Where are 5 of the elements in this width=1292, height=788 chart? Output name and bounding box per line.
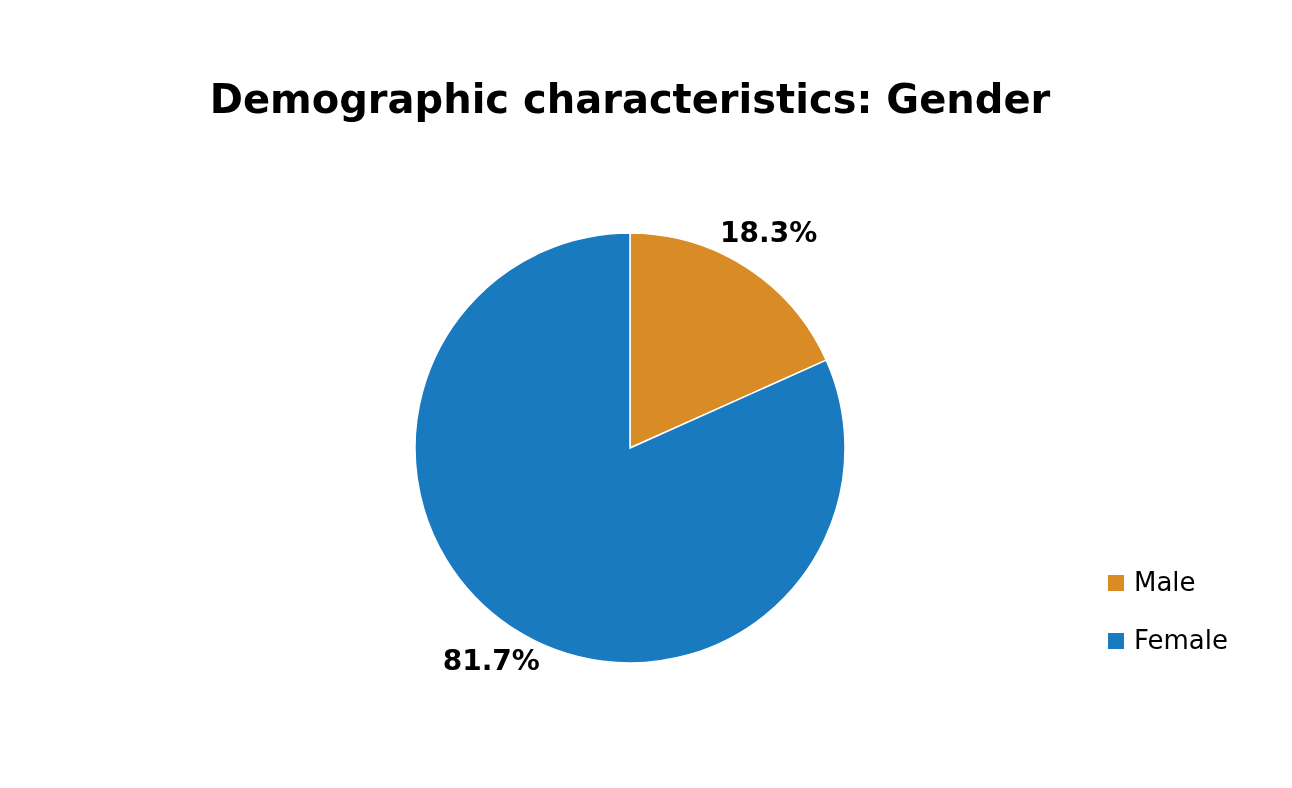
legend-label: Male	[1134, 566, 1196, 597]
data-label: 18.3%	[720, 215, 818, 249]
chart-title: Demographic characteristics: Gender	[209, 76, 1051, 122]
data-label: 81.7%	[442, 644, 540, 678]
legend-label: Female	[1134, 624, 1229, 655]
